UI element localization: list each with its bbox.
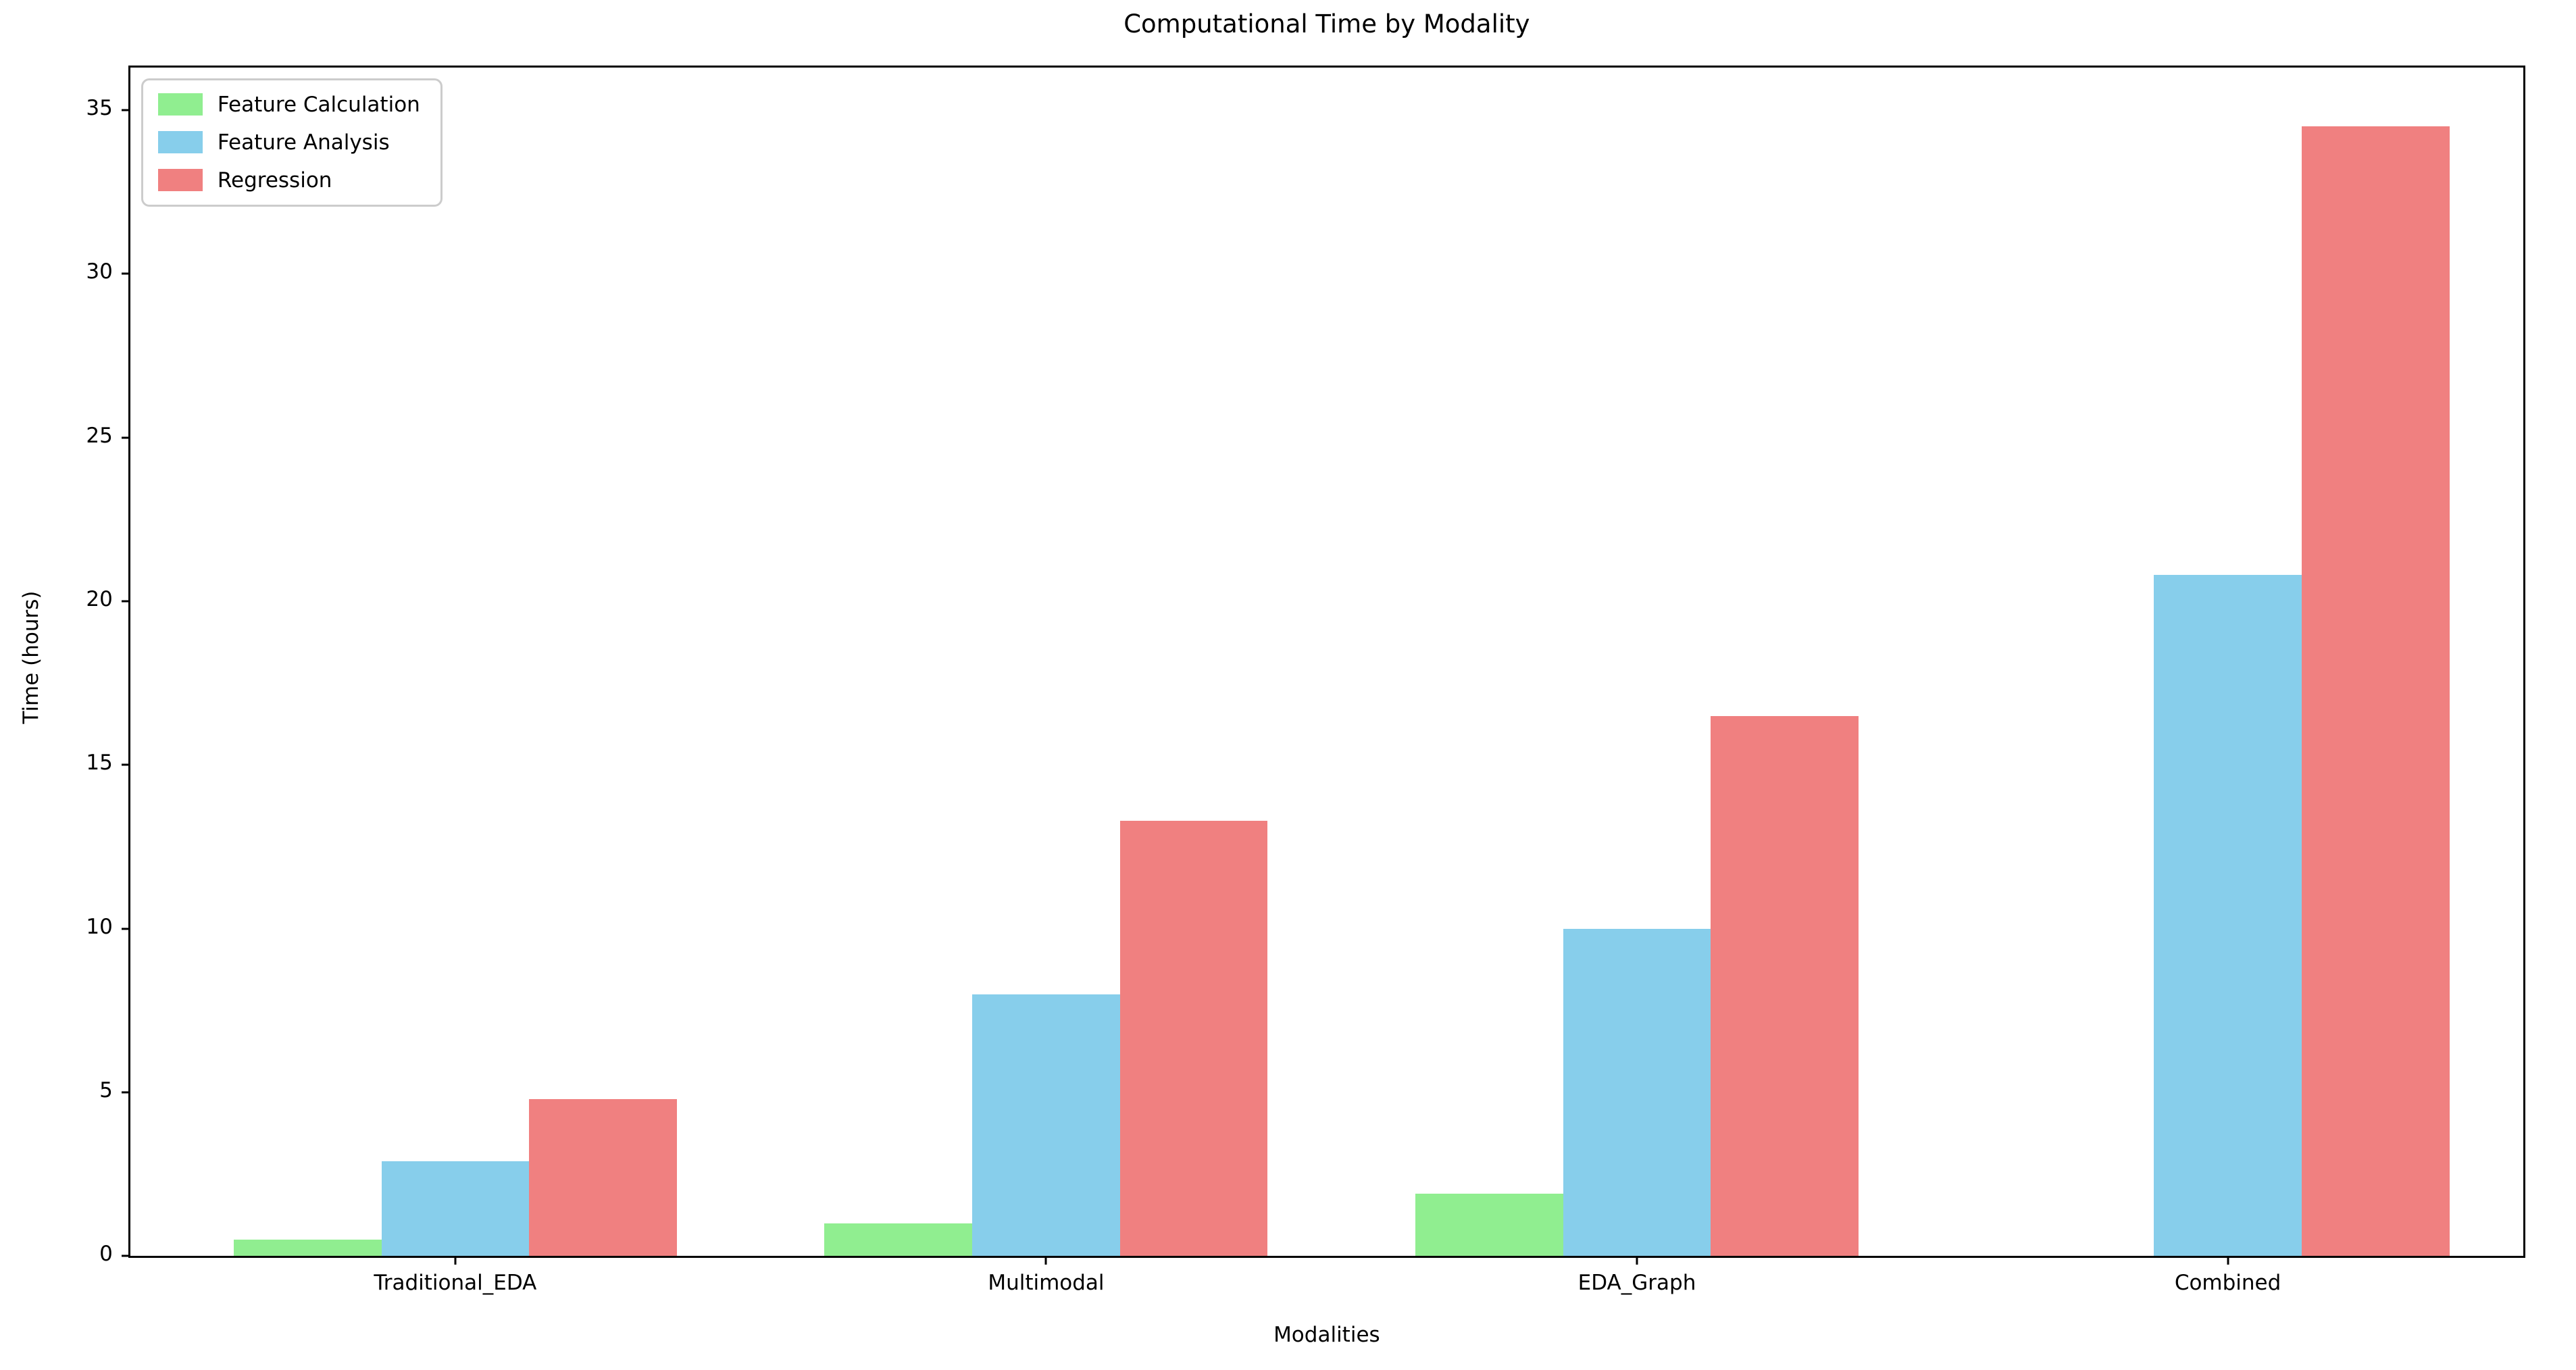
bar-regression-eda_graph — [1711, 715, 1859, 1257]
y-tick-label: 10 — [86, 914, 113, 939]
bar-feature-analysis-combined — [2154, 575, 2302, 1257]
y-tick-label: 30 — [86, 259, 113, 284]
legend-entry: Regression — [157, 168, 420, 193]
legend-swatch-icon — [157, 131, 203, 154]
y-tick-mark — [121, 928, 130, 930]
legend-entry: Feature Analysis — [157, 130, 420, 155]
y-tick-mark — [121, 272, 130, 275]
x-tick-mark — [454, 1256, 457, 1265]
x-tick-label-combined: Combined — [2174, 1271, 2281, 1296]
y-tick-label: 15 — [86, 751, 113, 776]
x-tick-label-traditional_eda: Traditional_EDA — [374, 1271, 537, 1296]
chart-title: Computational Time by Modality — [1123, 9, 1530, 39]
legend: Feature Calculation Feature Analysis Regre… — [141, 78, 443, 207]
bar-regression-traditional_eda — [529, 1098, 677, 1257]
x-tick-label-eda_graph: EDA_Graph — [1577, 1271, 1696, 1296]
bar-feature-calculation-multimodal — [824, 1223, 973, 1257]
bar-regression-multimodal — [1119, 820, 1268, 1257]
y-tick-label: 25 — [86, 423, 113, 448]
bar-feature-calculation-eda_graph — [1415, 1194, 1563, 1257]
y-tick-mark — [121, 1254, 130, 1257]
x-axis-label: Modalities — [1273, 1323, 1380, 1347]
y-tick-label: 20 — [86, 586, 113, 611]
plot-area: Feature Calculation Feature Analysis Regre… — [86, 65, 2525, 1295]
y-tick-label: 0 — [99, 1242, 113, 1267]
x-tick-mark — [1636, 1256, 1638, 1265]
legend-entry: Feature Calculation — [157, 92, 420, 117]
legend-label: Regression — [217, 168, 332, 193]
x-tick-label-multimodal: Multimodal — [988, 1271, 1105, 1296]
y-tick-mark — [121, 436, 130, 439]
bar-feature-analysis-eda_graph — [1563, 928, 1711, 1257]
y-tick-label: 35 — [86, 95, 113, 120]
y-tick-label: 5 — [99, 1077, 113, 1102]
legend-label: Feature Calculation — [217, 92, 420, 117]
y-axis-label: Time (hours) — [19, 590, 43, 724]
bar-feature-calculation-traditional_eda — [233, 1240, 382, 1257]
legend-swatch-icon — [157, 169, 203, 192]
bar-feature-analysis-multimodal — [972, 994, 1120, 1257]
y-tick-mark — [121, 1091, 130, 1094]
bar-feature-analysis-traditional_eda — [381, 1161, 530, 1257]
legend-label: Feature Analysis — [217, 130, 390, 155]
y-tick-mark — [121, 600, 130, 603]
y-tick-mark — [121, 109, 130, 111]
legend-swatch-icon — [157, 93, 203, 116]
y-tick-mark — [121, 763, 130, 766]
x-tick-mark — [2227, 1256, 2229, 1265]
x-tick-mark — [1044, 1256, 1047, 1265]
bar-regression-combined — [2301, 126, 2450, 1257]
